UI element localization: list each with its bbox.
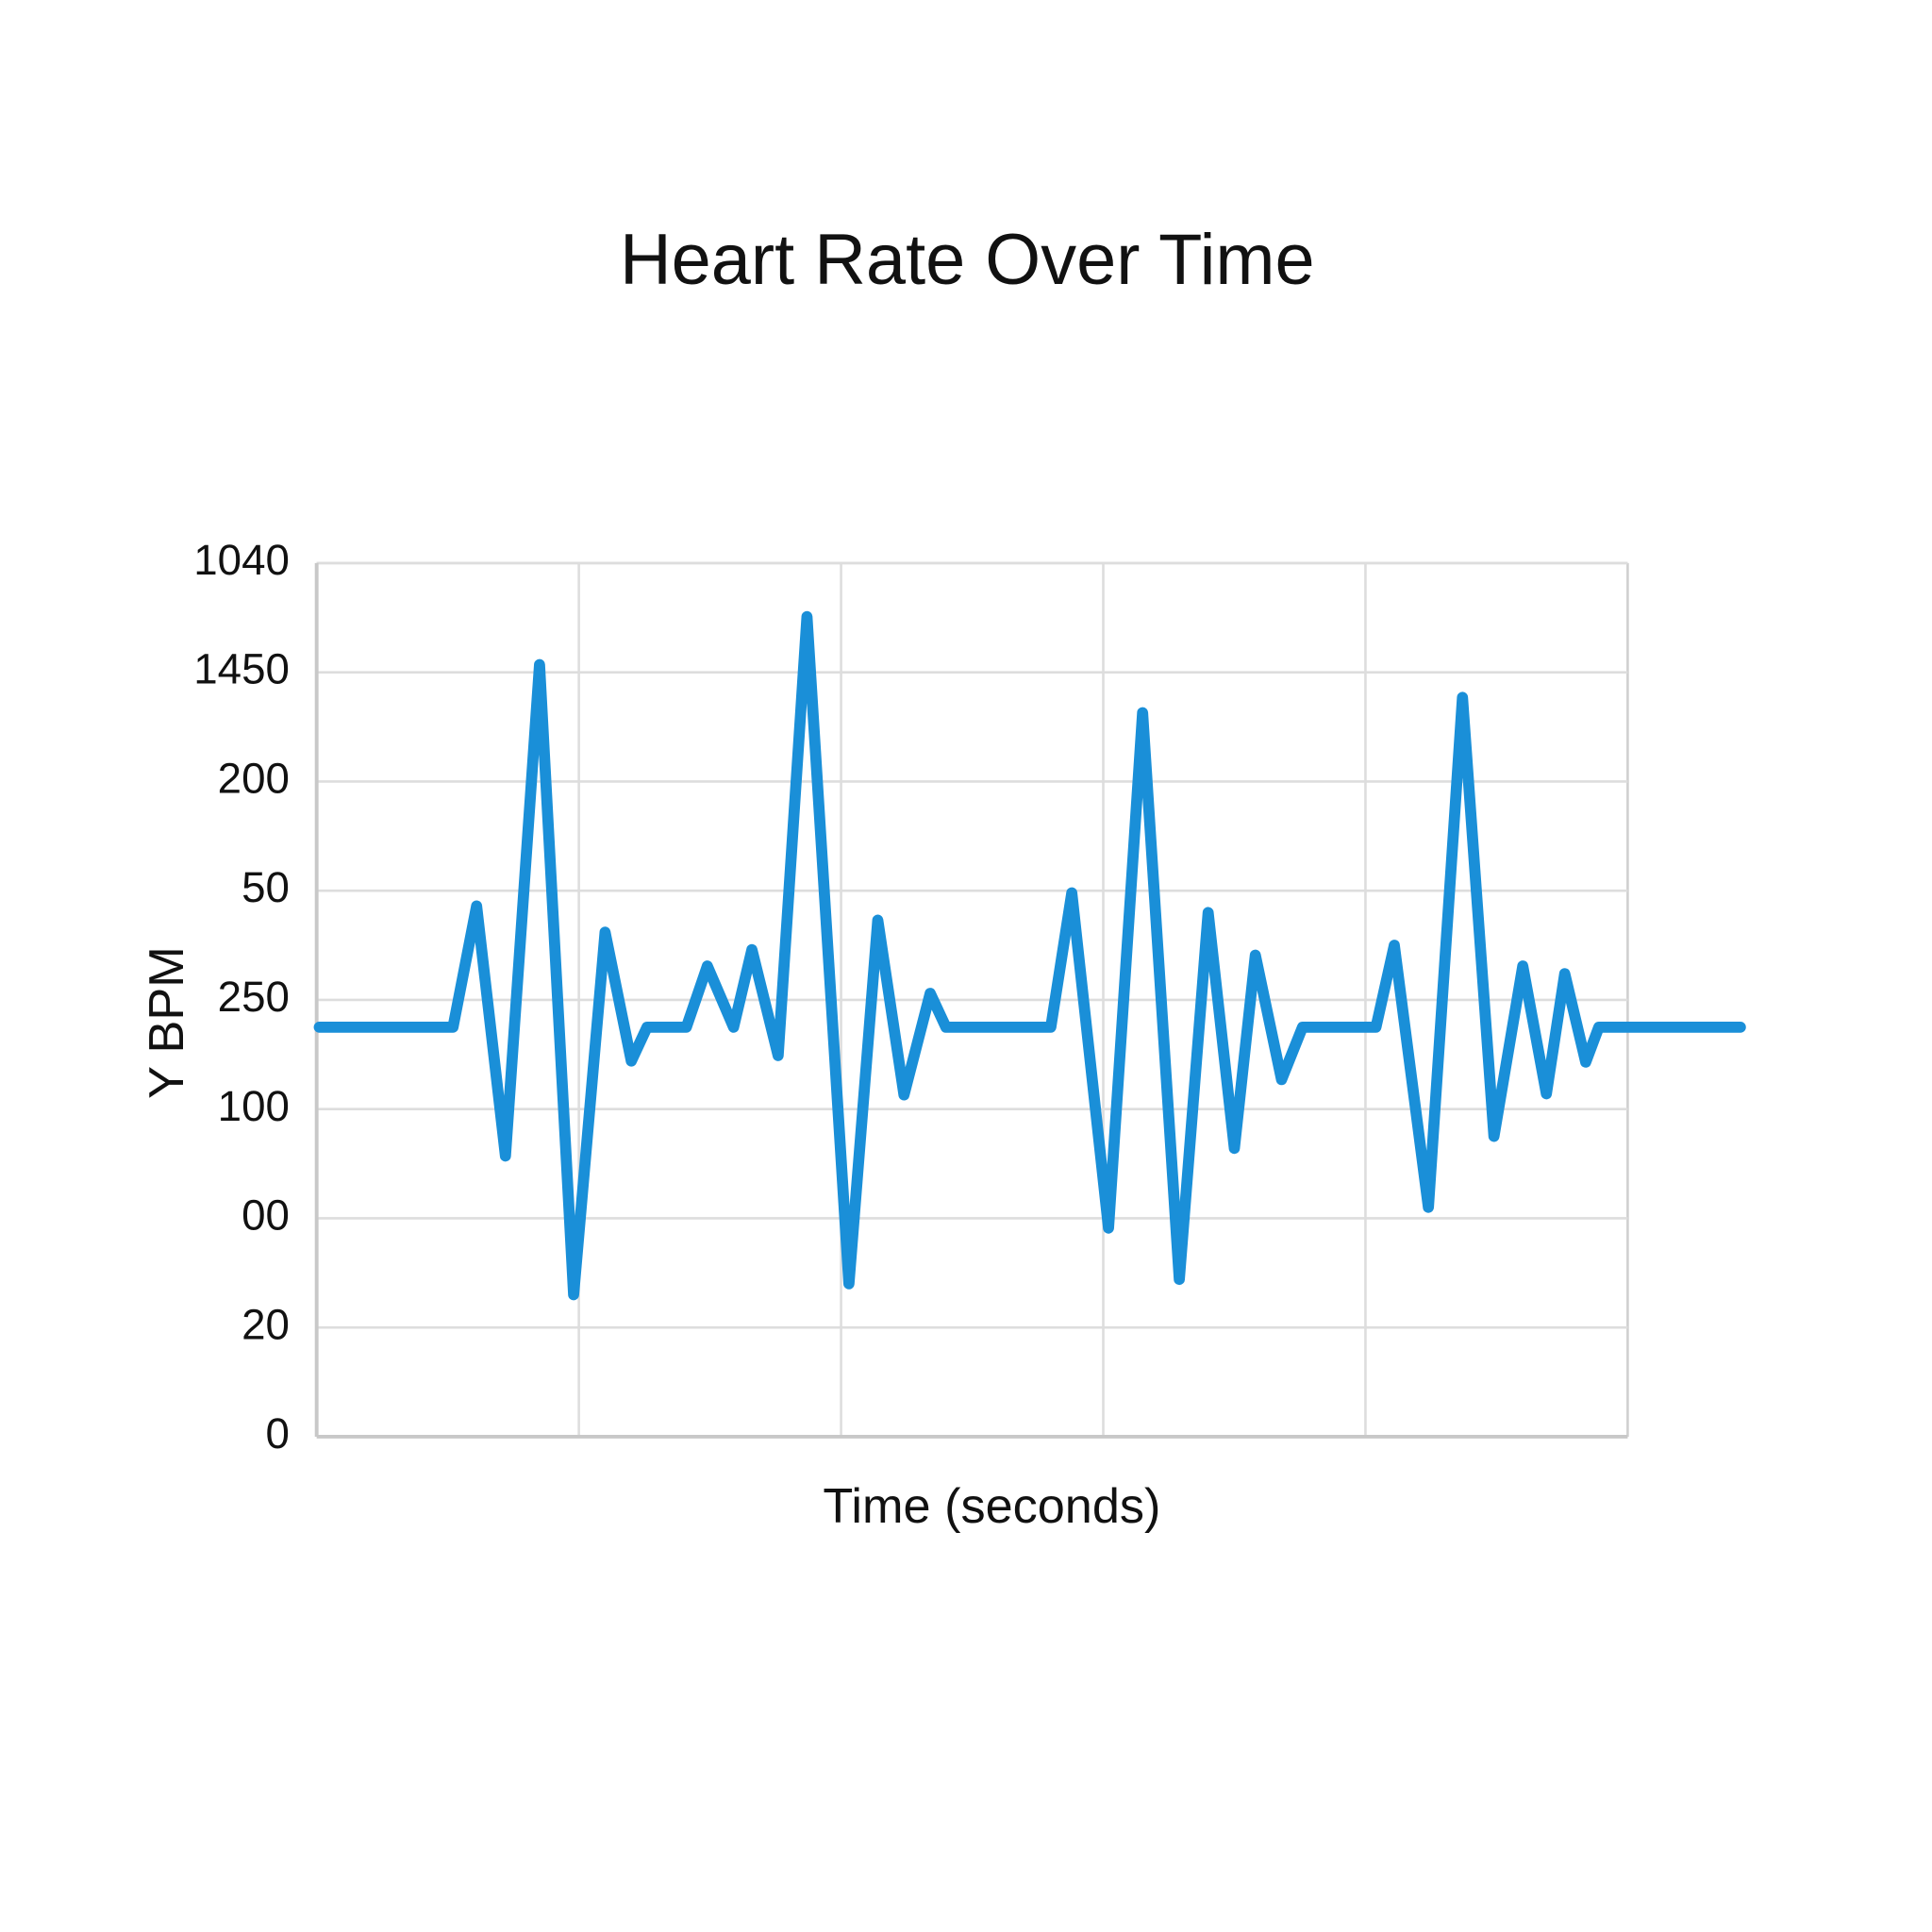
y-tick-label: 50 xyxy=(242,863,290,911)
x-axis-label: Time (seconds) xyxy=(823,1479,1160,1534)
y-tick-label: 250 xyxy=(218,973,290,1021)
y-tick-label: 1450 xyxy=(193,645,290,693)
y-tick-label: 00 xyxy=(242,1191,290,1240)
y-tick-label: 1040 xyxy=(193,536,290,584)
y-tick-label: 200 xyxy=(218,754,290,802)
y-tick-label: 20 xyxy=(242,1300,290,1348)
chart-title: Heart Rate Over Time xyxy=(620,220,1315,300)
y-tick-label: 100 xyxy=(218,1082,290,1130)
data-line xyxy=(313,610,1746,1301)
y-tick-label: 0 xyxy=(266,1409,290,1457)
y-axis-label: Y BPM xyxy=(140,946,194,1099)
